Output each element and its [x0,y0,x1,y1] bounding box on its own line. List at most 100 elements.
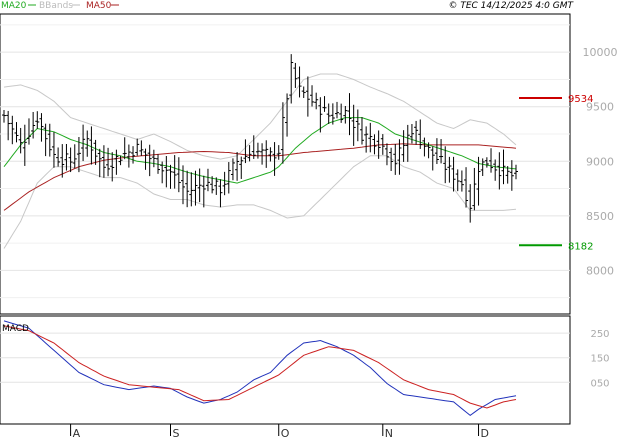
price-bar [409,124,414,144]
price-bar [347,93,352,136]
price-bar [39,113,44,142]
price-bar [110,152,115,182]
price-bar [114,149,119,175]
price-bar [260,143,265,165]
price-panel [0,13,571,315]
price-bar [226,162,231,194]
price-bar [235,152,240,181]
price-bar [255,142,260,159]
ma20-line [3,117,517,184]
price-bar [426,142,431,159]
price-bar [439,139,444,164]
price-bar [430,146,435,171]
price-bar [272,142,277,176]
price-bar [131,146,136,164]
price-bar [422,137,427,157]
price-bar [93,139,98,165]
price-bar [193,170,198,206]
price-bar [43,123,48,157]
support-level-label: 8182 [568,241,593,252]
price-bar [397,139,402,175]
price-bar [376,130,381,159]
price-bar [230,158,235,181]
price-tick-label: 8000 [586,264,614,277]
price-bar [2,110,6,123]
macd-title: MACD [2,324,29,334]
price-bar [31,111,36,139]
price-bar [330,103,335,125]
legend-bbands: BBands [39,1,73,11]
price-bar [139,140,144,156]
price-bar [414,120,419,145]
price-bar [189,172,194,207]
price-bar [89,126,94,165]
price-bar [276,145,281,160]
price-bar [147,144,152,177]
price-bar [214,177,219,195]
price-bar [318,97,323,133]
price-bar [35,111,40,129]
price-tick-label: 10000 [583,46,618,59]
price-bar [97,148,102,178]
price-bar [135,138,140,156]
price-bar [101,145,106,178]
price-bar [218,179,223,208]
price-bar [297,66,302,98]
price-bar [26,118,31,145]
price-bar [434,138,439,165]
price-bar [72,144,77,169]
price-bar [6,110,11,141]
price-bar [451,156,456,192]
price-bar [60,144,65,178]
price-bar [301,86,306,98]
price-bar [359,117,364,145]
price-bar [326,103,331,124]
price-bar [205,168,210,192]
price-bar [176,157,181,193]
price-bar [280,102,285,164]
price-bar [172,155,177,189]
price-bar [289,54,294,104]
macd-signal-line [3,325,517,409]
price-bar [418,119,423,149]
price-bar [47,123,52,157]
price-bar [489,148,494,173]
price-bar [151,149,156,168]
price-bar [22,124,27,166]
price-bar [118,155,123,166]
price-bar [401,130,406,162]
macd-tick-label: 250 [590,329,609,340]
price-bar [322,96,327,112]
price-bar [339,103,344,123]
bband-lower-line [3,155,517,249]
price-bar [389,147,394,172]
price-bar [364,126,369,153]
price-bar [285,93,290,137]
price-bar [314,92,319,110]
copyright-text: © TEC 14/12/2025 4:0 GMT [448,1,574,11]
price-bar [264,140,269,168]
resistance-level-label: 9534 [568,94,593,105]
x-tick-label: A [73,427,81,440]
price-bar [355,109,360,142]
price-bar [14,122,19,143]
price-bar [143,148,148,170]
price-tick-label: 9000 [586,155,614,168]
price-bar [497,152,502,190]
price-bar [343,105,348,124]
price-bar [251,135,256,159]
price-bar [372,134,377,155]
price-bar [18,127,23,154]
price-bar [76,136,81,173]
legend-ma20: MA20 [1,1,27,11]
price-bar [185,170,190,208]
price-tick-label: 8500 [586,210,614,223]
price-bar [484,157,489,168]
price-bar [222,171,227,196]
price-bar [476,156,481,206]
x-tick-label: S [173,427,180,440]
x-tick-label: N [385,427,393,440]
price-bar [455,169,460,192]
price-bar [247,145,252,162]
price-bar [351,104,356,146]
